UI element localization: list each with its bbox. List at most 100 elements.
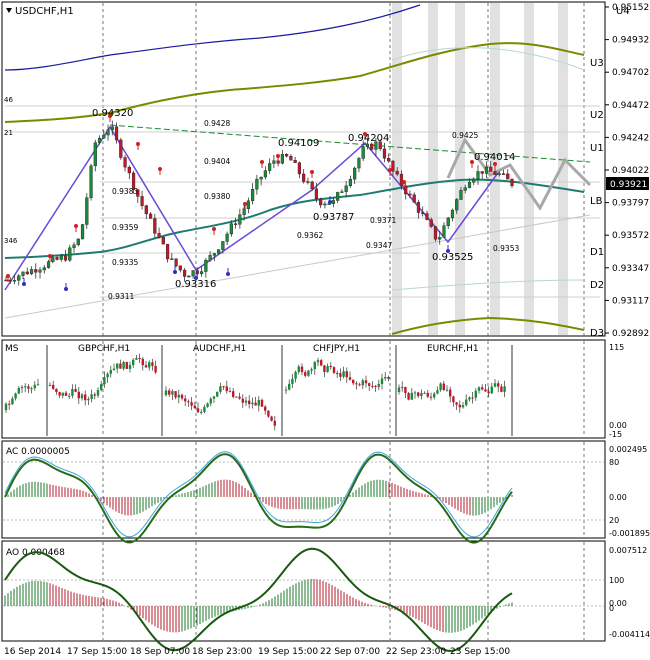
- pair-candle-body: [358, 384, 361, 386]
- pair-candle-body: [490, 386, 493, 394]
- candle-body: [110, 126, 114, 130]
- level-u4: U4: [616, 6, 630, 17]
- candle-body: [208, 255, 212, 261]
- pairs-scale-zero: 0.00: [609, 421, 627, 430]
- candle-body: [353, 167, 357, 180]
- candle-body: [306, 181, 310, 183]
- candle-body: [106, 129, 110, 136]
- pair-candle-body: [184, 398, 187, 402]
- fractal-up-dot: [158, 167, 162, 171]
- candle-body: [144, 205, 148, 215]
- pair-candle-body: [471, 397, 474, 399]
- pair-candle-body: [171, 391, 174, 395]
- pair-candle-body: [397, 387, 401, 392]
- candle-body: [476, 171, 480, 180]
- edge-label-low: 346: [4, 237, 18, 245]
- pair-candle-body: [345, 371, 348, 378]
- candle-body: [302, 173, 306, 182]
- grid-label: 0.9380: [204, 192, 230, 201]
- pair-candle-body: [326, 365, 329, 373]
- candle-body: [187, 275, 191, 278]
- pair-label: EURCHF,H1: [427, 344, 479, 354]
- fractal-down-dot: [226, 272, 230, 276]
- pair-candle-body: [48, 384, 52, 386]
- pair-candle-body: [216, 391, 219, 397]
- candle-body: [12, 280, 17, 282]
- candle-body: [429, 219, 433, 227]
- pairs-scale-bottom: -15: [609, 430, 622, 439]
- swing-label: 0.93316: [175, 279, 216, 290]
- pair-candle-body: [364, 380, 368, 384]
- pair-candle-body: [196, 408, 200, 413]
- fractal-up-dot: [276, 154, 280, 158]
- candle-body: [182, 269, 187, 277]
- pair-candle-body: [384, 377, 387, 379]
- fractal-down-dot: [328, 200, 332, 204]
- candle-body: [459, 190, 463, 200]
- session-band: [558, 3, 568, 335]
- time-tick-label: 18 Sep 23:00: [192, 647, 252, 657]
- candle-body: [68, 247, 72, 261]
- pair-candle-body: [248, 400, 251, 405]
- pair-candle-body: [132, 359, 135, 366]
- fractal-up-dot: [310, 170, 314, 174]
- pair-candle-body: [17, 388, 20, 394]
- candle-body: [433, 226, 438, 240]
- level-u2: U2: [590, 110, 604, 121]
- candle-body: [480, 171, 484, 174]
- grid-label: 0.9371: [370, 216, 396, 225]
- fractal-down-dot: [446, 249, 450, 253]
- candle-body: [382, 148, 387, 159]
- candle-body: [119, 139, 123, 158]
- pair-candle-body: [168, 390, 171, 395]
- pair-candle-body: [244, 400, 248, 403]
- price-tick-label: 0.92892: [612, 329, 649, 339]
- level-d2: D2: [590, 280, 604, 291]
- candle-body: [280, 154, 284, 164]
- pair-candle-body: [190, 402, 193, 406]
- candle-body: [127, 166, 131, 174]
- upper-envelope-line: [4, 4, 421, 71]
- pair-candle-body: [348, 377, 352, 380]
- time-tick-label: 22 Sep 07:00: [320, 647, 380, 657]
- candle-body: [467, 182, 472, 188]
- candle-body: [242, 208, 246, 215]
- ac-scale-zero: 0.00: [609, 493, 627, 502]
- candle-body: [55, 257, 59, 260]
- candle-body: [484, 166, 489, 174]
- pair-candle-body: [209, 398, 212, 404]
- pair-candle-body: [320, 360, 323, 366]
- pair-candle-body: [58, 392, 61, 396]
- pair-candle-body: [477, 387, 481, 391]
- candle-body: [340, 191, 344, 193]
- pair-candle-body: [436, 390, 439, 394]
- pair-candle-body: [264, 406, 267, 411]
- candle-body: [21, 271, 25, 276]
- lower-band-line: [391, 316, 585, 335]
- pair-candle-body: [8, 403, 11, 405]
- pair-candle-body: [193, 405, 196, 409]
- price-tick-label: 0.93572: [612, 231, 649, 241]
- pair-candle-body: [433, 393, 436, 398]
- ac-panel-title: AC 0.0000005: [6, 447, 70, 457]
- candle-body: [123, 157, 127, 168]
- price-axis: 0.95152 0.94932 0.94702 0.94472 0.94242 0.940…: [605, 3, 649, 339]
- pair-candle-body: [355, 383, 358, 385]
- pair-candle-body: [251, 402, 254, 405]
- candle-body: [199, 271, 204, 275]
- candle-body: [404, 185, 408, 195]
- candle-body: [212, 253, 216, 256]
- grid-label: 0.9335: [112, 258, 138, 267]
- time-tick-label: 22 Sep 23:00: [386, 647, 446, 657]
- pair-candle-body: [74, 388, 77, 392]
- dropdown-icon[interactable]: [6, 8, 12, 13]
- pair-candle-body: [228, 391, 232, 393]
- moving-average-line: [4, 178, 585, 259]
- price-tick-label: 0.93347: [612, 264, 649, 274]
- candle-body: [63, 255, 68, 261]
- pair-candle-body: [439, 383, 442, 391]
- fractal-up-dot: [6, 274, 10, 278]
- candle-body: [463, 187, 467, 191]
- pair-candle-body: [442, 383, 445, 390]
